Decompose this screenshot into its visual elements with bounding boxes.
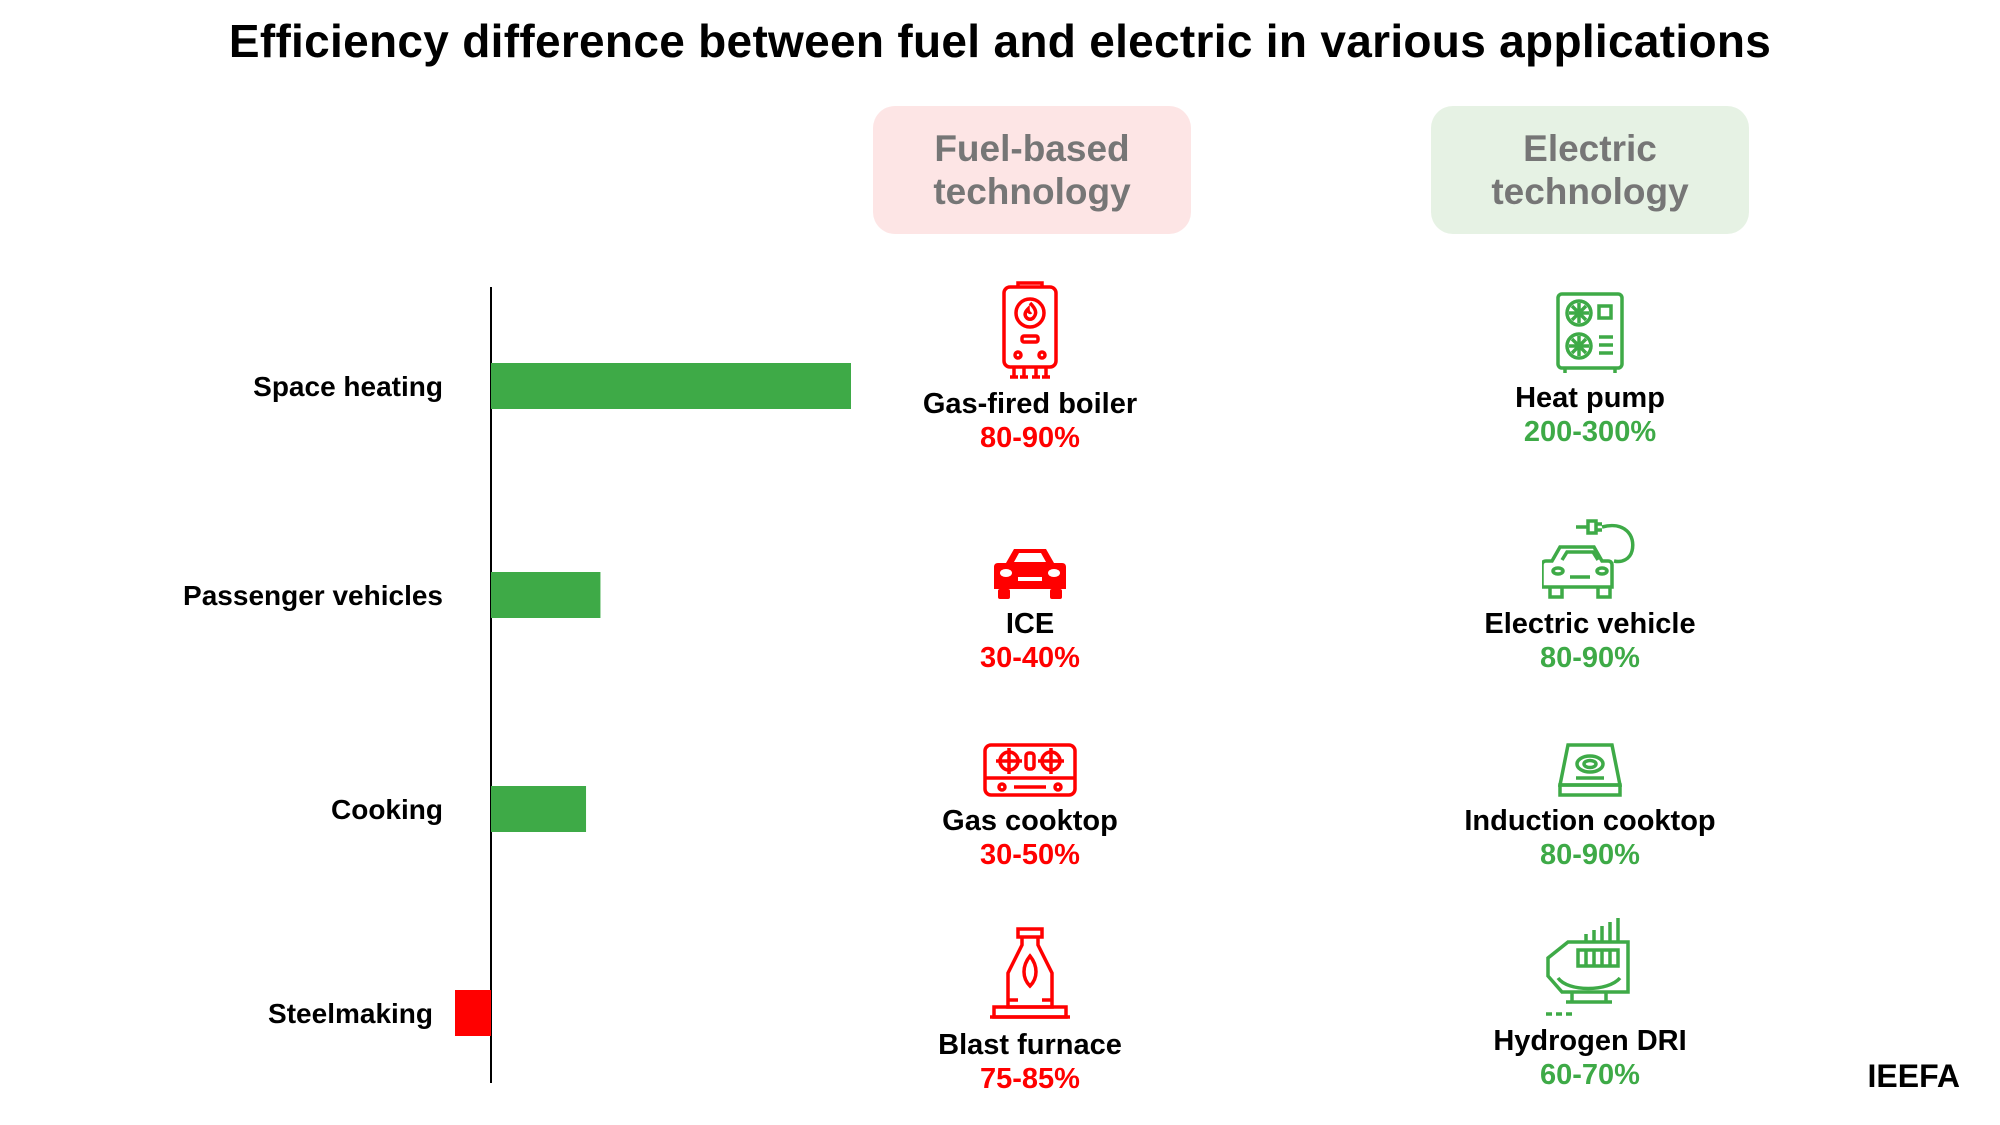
tech-efficiency: 80-90%: [1540, 839, 1640, 871]
tech-efficiency: 75-85%: [980, 1063, 1080, 1095]
tech-name: Heat pump: [1515, 382, 1665, 414]
gas-stove-icon: [983, 743, 1077, 797]
electric-tech-3: Induction cooktop 80-90%: [1390, 742, 1790, 872]
electric-tech-2: Electric vehicle 80-90%: [1390, 515, 1790, 675]
tech-name: ICE: [1005, 608, 1055, 640]
boiler-icon: [1002, 281, 1058, 379]
bar-space-heating: [491, 363, 851, 409]
induction-cooktop-icon: [1558, 743, 1622, 797]
fuel-column-header: Fuel-based technology: [873, 106, 1191, 234]
bar-steelmaking: [455, 990, 491, 1036]
electric-column-header: Electric technology: [1431, 106, 1749, 234]
tech-efficiency: 60-70%: [1540, 1059, 1640, 1091]
car-icon: [994, 549, 1066, 599]
tech-efficiency: 30-40%: [980, 642, 1080, 674]
tech-efficiency: 80-90%: [1540, 642, 1640, 674]
bar-passenger-vehicles: [491, 572, 601, 618]
category-label: Steelmaking: [268, 998, 433, 1029]
category-label: Cooking: [331, 794, 443, 825]
tech-name: Gas cooktop: [942, 805, 1118, 837]
tech-name: Induction cooktop: [1464, 805, 1716, 837]
source-label: IEEFA: [1867, 1058, 1960, 1094]
tech-name: Blast furnace: [938, 1029, 1122, 1061]
tech-efficiency: 80-90%: [980, 422, 1080, 454]
heat-pump-icon: [1556, 292, 1624, 373]
fuel-tech-1: Gas-fired boiler 80-90%: [830, 281, 1230, 455]
factory-icon: [1546, 918, 1630, 1016]
fuel-tech-3: Gas cooktop 30-50%: [830, 742, 1230, 872]
fuel-tech-4: Blast furnace 75-85%: [830, 926, 1230, 1096]
electric-tech-4: Hydrogen DRI 60-70%: [1390, 916, 1790, 1092]
bar-cooking: [491, 786, 587, 832]
electric-tech-1: Heat pump 200-300%: [1390, 291, 1790, 449]
category-label: Space heating: [253, 371, 443, 402]
tech-name: Electric vehicle: [1484, 608, 1696, 640]
tech-efficiency: 200-300%: [1523, 416, 1657, 448]
fuel-tech-2: ICE 30-40%: [830, 543, 1230, 675]
tech-name: Gas-fired boiler: [922, 388, 1138, 420]
bar-chart: Space heating Passenger vehicles Cooking St…: [183, 287, 851, 1083]
chart-title: Efficiency difference between fuel and e…: [228, 15, 1772, 67]
tech-name: Hydrogen DRI: [1493, 1025, 1687, 1057]
category-label: Passenger vehicles: [183, 580, 443, 611]
blast-furnace-icon: [990, 927, 1070, 1019]
electric-car-icon: [1542, 519, 1635, 599]
tech-efficiency: 30-50%: [980, 839, 1080, 871]
